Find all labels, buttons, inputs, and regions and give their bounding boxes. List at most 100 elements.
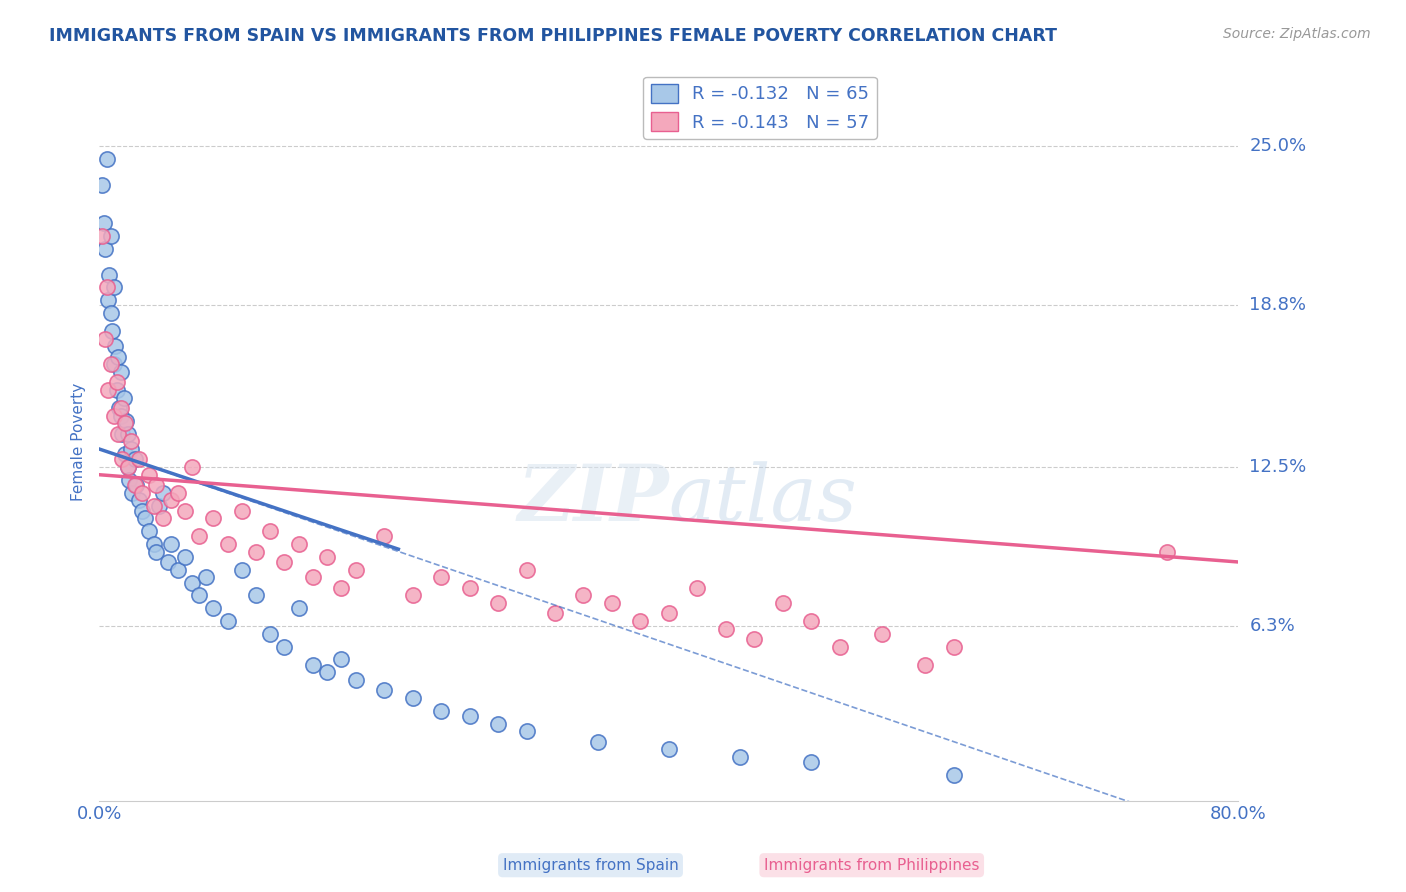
Point [302,657,325,672]
Point [128,452,150,467]
Text: IMMIGRANTS FROM SPAIN VS IMMIGRANTS FROM PHILIPPINES FEMALE POVERTY CORRELATION : IMMIGRANTS FROM SPAIN VS IMMIGRANTS FROM… [49,27,1057,45]
Point [686,581,709,595]
Point [128,493,150,508]
Point [316,665,339,680]
Point [131,503,153,517]
Point [112,391,135,405]
Point [181,575,204,590]
Point [94,332,117,346]
Point [302,570,325,584]
Point [458,709,481,723]
Point [942,640,965,654]
Point [105,376,128,390]
Point [287,537,309,551]
Point [91,178,114,192]
Point [188,529,211,543]
Point [458,581,481,595]
Point [115,414,138,428]
Point [152,485,174,500]
Point [145,478,167,492]
Point [105,383,128,397]
Point [120,442,142,456]
Point [156,555,179,569]
Point [245,545,267,559]
Point [714,622,737,636]
Point [344,563,367,577]
Point [259,627,281,641]
Point [173,549,195,564]
Point [800,755,823,769]
Point [231,503,253,517]
Point [97,293,120,308]
Point [91,229,114,244]
Point [430,570,453,584]
Point [942,768,965,782]
Point [110,409,132,423]
Point [108,401,131,415]
Point [100,358,122,372]
Point [872,627,894,641]
Point [159,493,181,508]
Point [401,690,423,705]
Point [93,216,115,230]
Point [486,596,509,610]
Point [181,460,204,475]
Point [114,417,136,431]
Point [1156,545,1178,559]
Point [125,478,148,492]
Point [245,588,267,602]
Point [273,640,295,654]
Point [96,280,118,294]
Text: Immigrants from Spain: Immigrants from Spain [503,858,678,872]
Point [117,460,139,475]
Point [110,365,132,379]
Point [103,358,125,372]
Text: 18.8%: 18.8% [1250,296,1306,314]
Point [742,632,765,646]
Point [152,511,174,525]
Point [572,588,595,602]
Point [138,467,160,482]
Point [148,499,170,513]
Text: 6.3%: 6.3% [1250,617,1295,635]
Point [138,524,160,539]
Legend: R = -0.132   N = 65, R = -0.143   N = 57: R = -0.132 N = 65, R = -0.143 N = 57 [644,77,876,139]
Point [101,324,124,338]
Point [515,563,537,577]
Point [287,601,309,615]
Point [344,673,367,687]
Point [134,511,156,525]
Point [111,452,134,467]
Point [188,588,211,602]
Point [117,460,139,475]
Point [800,614,823,628]
Text: Immigrants from Philippines: Immigrants from Philippines [763,858,980,872]
Y-axis label: Female Poverty: Female Poverty [72,383,86,500]
Point [103,409,125,423]
Point [166,563,188,577]
Point [586,734,609,748]
Point [107,350,129,364]
Point [202,601,225,615]
Point [217,537,239,551]
Point [131,485,153,500]
Point [330,581,353,595]
Point [628,614,651,628]
Point [728,750,751,764]
Point [373,683,395,698]
Point [259,524,281,539]
Point [330,652,353,666]
Point [828,640,851,654]
Point [373,529,395,543]
Point [166,485,188,500]
Point [159,537,181,551]
Point [486,716,509,731]
Point [142,537,165,551]
Point [145,545,167,559]
Point [124,478,146,492]
Text: Source: ZipAtlas.com: Source: ZipAtlas.com [1223,27,1371,41]
Text: 25.0%: 25.0% [1250,137,1306,155]
Point [117,426,139,441]
Point [124,452,146,467]
Point [100,229,122,244]
